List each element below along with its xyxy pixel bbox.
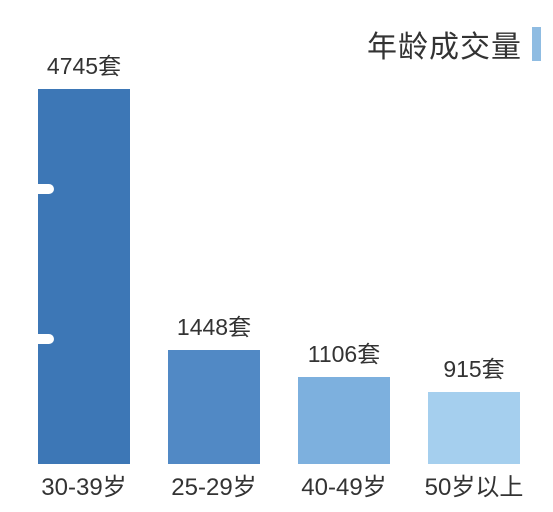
- x-axis-label: 50岁以上: [414, 467, 534, 502]
- bar-value-label: 1448套: [177, 308, 251, 342]
- bar: [38, 89, 130, 464]
- bar: [428, 392, 520, 464]
- bar-group: 1106套: [284, 335, 404, 464]
- bar-group: 915套: [414, 350, 534, 464]
- bar-value-label: 915套: [443, 350, 504, 384]
- bar-notch: [36, 184, 54, 194]
- x-axis-label: 40-49岁: [284, 467, 404, 502]
- bar-chart: 4745套 1448套 1106套 915套: [24, 49, 534, 464]
- bar-group: 1448套: [154, 308, 274, 464]
- bar-notch: [36, 334, 54, 344]
- bar-group: 4745套: [24, 47, 144, 464]
- x-axis-label: 30-39岁: [24, 467, 144, 502]
- x-axis-labels: 30-39岁 25-29岁 40-49岁 50岁以上: [24, 467, 534, 502]
- bar: [298, 377, 390, 464]
- bar: [168, 350, 260, 464]
- bar-value-label: 1106套: [308, 335, 380, 369]
- bar-value-label: 4745套: [47, 47, 121, 81]
- x-axis-label: 25-29岁: [154, 467, 274, 502]
